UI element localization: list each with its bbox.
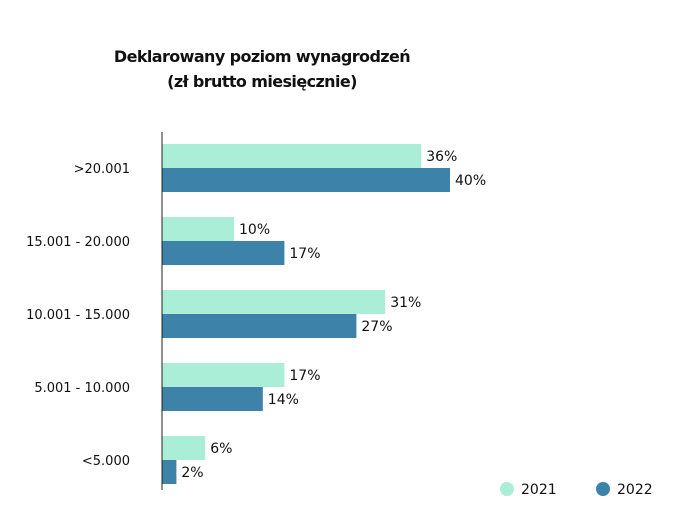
bar-value-label: 17%	[289, 368, 320, 384]
legend-label: 2021	[521, 482, 557, 498]
category-label: 15.001 - 20.000	[26, 235, 130, 250]
chart-subtitle: (zł brutto miesięcznie)	[167, 72, 357, 91]
bar-value-label: 6%	[210, 441, 232, 457]
bar-2021	[162, 290, 386, 314]
bar-2022	[162, 168, 450, 192]
bar-value-label: 31%	[390, 295, 421, 311]
bar-2021	[162, 363, 285, 387]
category-label: <5.000	[82, 454, 130, 469]
legend: 2021 2022	[500, 482, 653, 498]
bars-group: >20.001 36% 40% 15.001 - 20.000 10% 17% 10.001…	[26, 144, 486, 484]
bar-2021	[162, 144, 422, 168]
bar-2021	[162, 217, 234, 241]
chart-title: Deklarowany poziom wynagrodzeń	[114, 47, 410, 66]
bar-value-label: 40%	[455, 173, 486, 189]
bar-value-label: 2%	[181, 465, 203, 481]
legend-marker-2021	[500, 482, 514, 496]
bar-value-label: 36%	[426, 149, 457, 165]
bar-2022	[162, 241, 285, 265]
category-label: 5.001 - 10.000	[34, 381, 130, 396]
legend-label: 2022	[617, 482, 653, 498]
category-label: >20.001	[74, 162, 130, 177]
bar-value-label: 27%	[361, 319, 392, 335]
bar-value-label: 14%	[268, 392, 299, 408]
bar-2022	[162, 387, 263, 411]
category-label: 10.001 - 15.000	[26, 308, 130, 323]
legend-marker-2022	[596, 482, 610, 496]
bar-2022	[162, 314, 357, 338]
bar-value-label: 10%	[239, 222, 270, 238]
bar-value-label: 17%	[289, 246, 320, 262]
bar-2021	[162, 436, 206, 460]
bar-2022	[162, 460, 177, 484]
